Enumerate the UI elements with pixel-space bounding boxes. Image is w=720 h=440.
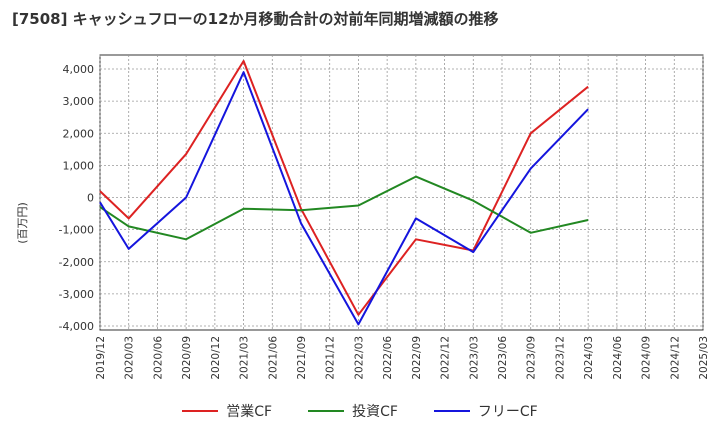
x-tick-label: 2023/03	[468, 336, 480, 380]
x-tick-label: 2024/06	[612, 336, 624, 380]
x-tick-label: 2024/09	[641, 336, 653, 380]
y-tick-label: -1,000	[59, 224, 94, 237]
x-tick-label: 2022/03	[353, 336, 365, 380]
plot-frame	[99, 54, 704, 331]
x-tick-label: 2021/09	[296, 336, 308, 380]
x-tick-label: 2021/06	[267, 336, 279, 380]
y-tick-label: 3,000	[63, 95, 95, 108]
x-tick-label: 2022/09	[411, 336, 423, 380]
x-tick-label: 2023/06	[497, 336, 509, 380]
x-tick-label: 2019/12	[95, 336, 107, 380]
x-tick-label: 2020/09	[181, 336, 193, 380]
series-line-0	[99, 60, 589, 316]
legend-label-investing-cf: 投資CF	[352, 404, 398, 420]
y-tick-label: 1,000	[63, 159, 95, 172]
x-tick-label: 2021/12	[325, 336, 337, 380]
x-tick-label: 2023/12	[554, 336, 566, 380]
series-line-2	[99, 71, 589, 326]
legend-label-operating-cf: 営業CF	[226, 404, 273, 420]
legend-item-investing-cf: 投資CF	[308, 401, 398, 421]
legend-item-free-cf: フリーCF	[433, 401, 538, 421]
legend-item-operating-cf: 営業CF	[182, 401, 272, 421]
x-tick-label: 2022/12	[440, 336, 452, 380]
x-tick-label: 2024/12	[669, 336, 681, 380]
x-tick-label: 2022/06	[382, 336, 394, 380]
y-tick-label: -4,000	[59, 320, 94, 333]
x-tick-label: 2020/06	[152, 336, 164, 380]
y-tick-label: 2,000	[63, 127, 95, 140]
legend-label-free-cf: フリーCF	[477, 404, 538, 420]
series-line-1	[99, 175, 589, 241]
x-tick-label: 2020/03	[124, 336, 136, 380]
legend-swatch-operating-cf	[182, 410, 219, 412]
x-tick-label: 2023/09	[526, 336, 538, 380]
legend-swatch-investing-cf	[308, 410, 345, 412]
y-tick-label: -2,000	[59, 256, 94, 269]
chart-legend: 営業CF 投資CF フリーCF	[0, 401, 720, 421]
legend-swatch-free-cf	[433, 410, 470, 412]
y-tick-label: 4,000	[63, 63, 95, 76]
chart-title: [7508] キャッシュフローの12か月移動合計の対前年同期増減額の推移	[12, 10, 499, 28]
x-tick-label: 2024/03	[583, 336, 595, 380]
y-tick-label: -3,000	[59, 288, 94, 301]
x-tick-label: 2021/03	[239, 336, 251, 380]
x-tick-label: 2020/12	[210, 336, 222, 380]
y-tick-label: 0	[87, 192, 94, 205]
x-tick-label: 2025/03	[698, 336, 710, 380]
